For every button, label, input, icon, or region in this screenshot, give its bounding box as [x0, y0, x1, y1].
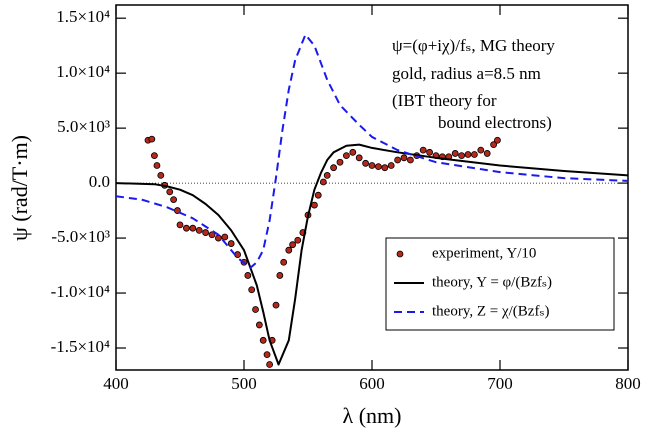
- y-axis-label: ψ (rad/T·m): [7, 135, 32, 241]
- data-point: [406, 156, 414, 164]
- data-point: [374, 163, 382, 171]
- data-point: [426, 148, 434, 156]
- y-tick-label: 1.5×10⁴: [56, 7, 110, 26]
- legend-label: theory, Y = φ/(Bzfₛ): [432, 274, 552, 290]
- series-line: [115, 143, 629, 366]
- data-point: [244, 272, 252, 279]
- data-point: [285, 246, 293, 254]
- data-point: [464, 151, 472, 158]
- x-tick-label: 600: [359, 374, 385, 393]
- data-point: [266, 361, 274, 368]
- data-point: [394, 156, 402, 164]
- data-point: [387, 162, 395, 169]
- data-point: [323, 172, 331, 179]
- data-point: [458, 152, 466, 160]
- data-point: [477, 146, 485, 154]
- data-point: [202, 229, 210, 236]
- data-point: [272, 301, 280, 309]
- x-tick-label: 400: [103, 374, 129, 393]
- data-point: [368, 162, 376, 169]
- data-point: [310, 201, 318, 209]
- data-point: [150, 152, 158, 160]
- annotation: ψ=(φ+iχ)/fₛ, MG theory: [392, 36, 555, 55]
- y-tick-label: 1.0×10⁴: [56, 62, 110, 81]
- data-point: [451, 150, 459, 157]
- data-point: [166, 188, 174, 196]
- data-point: [248, 286, 256, 294]
- data-point: [280, 258, 288, 266]
- data-point: [336, 158, 344, 166]
- annotation: gold, radius a=8.5 nm: [392, 64, 541, 83]
- data-point: [355, 154, 363, 162]
- y-tick-label: -1.5×10⁴: [51, 337, 110, 356]
- data-point: [189, 224, 197, 232]
- y-tick-label: 5.0×10³: [57, 117, 110, 136]
- data-point: [276, 272, 284, 279]
- data-point: [470, 151, 478, 158]
- data-point: [289, 241, 297, 249]
- y-tick-label: -1.0×10⁴: [51, 282, 110, 301]
- annotation: bound electrons): [438, 113, 552, 132]
- data-point: [419, 146, 427, 154]
- data-point: [330, 164, 338, 172]
- data-point: [263, 351, 271, 359]
- data-point: [170, 196, 178, 203]
- data-point: [208, 231, 216, 239]
- data-point: [148, 135, 156, 143]
- y-tick-label: -5.0×10³: [51, 227, 110, 246]
- data-point: [221, 233, 229, 241]
- data-point: [494, 136, 501, 144]
- y-tick-label: 0.0: [89, 172, 110, 191]
- data-point: [349, 148, 357, 156]
- data-point: [342, 152, 350, 160]
- x-tick-label: 700: [487, 374, 513, 393]
- data-point: [157, 172, 165, 179]
- legend-label: experiment, Y/10: [432, 245, 536, 261]
- data-point: [314, 191, 322, 199]
- legend-label: theory, Z = χ/(Bzfₛ): [432, 303, 550, 319]
- data-point: [176, 221, 184, 229]
- x-tick-label: 500: [231, 374, 257, 393]
- data-point: [319, 178, 327, 186]
- data-point: [153, 162, 161, 169]
- data-point: [294, 236, 302, 244]
- data-point: [400, 154, 408, 162]
- data-point: [483, 150, 491, 157]
- data-point: [227, 240, 235, 247]
- data-point: [259, 336, 267, 344]
- data-point: [362, 159, 370, 167]
- annotation: (IBT theory for: [392, 91, 497, 110]
- data-point: [255, 321, 263, 329]
- legend-marker: [396, 250, 404, 258]
- data-point: [252, 306, 259, 313]
- data-point: [381, 164, 389, 172]
- data-point: [195, 226, 203, 234]
- x-axis-label: λ (nm): [343, 403, 402, 428]
- x-tick-label: 800: [615, 374, 641, 393]
- series-line: [115, 33, 629, 269]
- data-point: [490, 141, 498, 149]
- data-point: [182, 224, 190, 232]
